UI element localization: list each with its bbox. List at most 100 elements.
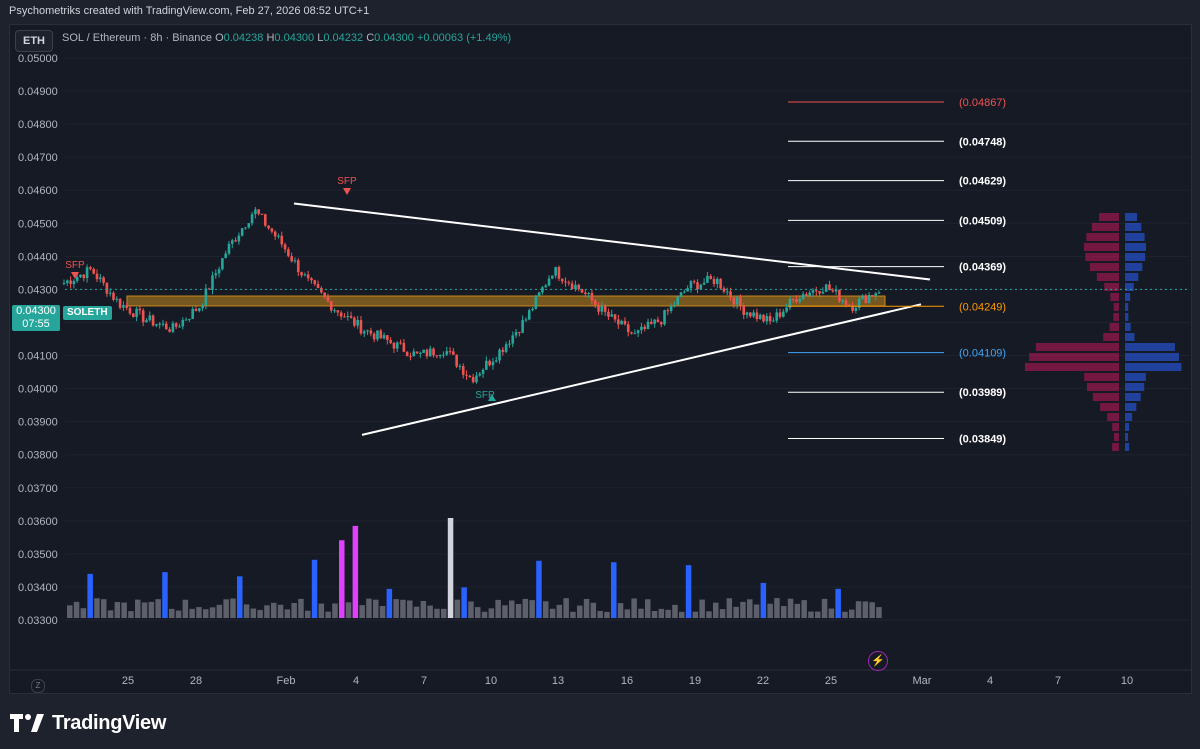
candle-body <box>376 330 379 340</box>
candle-body <box>141 310 145 323</box>
volume-bar <box>257 609 263 618</box>
fib-level-label: (0.04867) <box>959 97 1006 109</box>
volume-bar <box>753 604 760 618</box>
candle-body <box>65 280 69 283</box>
candle-body <box>650 321 653 324</box>
candle-body <box>772 320 775 322</box>
candle-body <box>118 298 122 308</box>
candle-body <box>108 292 112 294</box>
candle-body <box>749 312 752 317</box>
candle-body <box>122 305 125 308</box>
volume-bar <box>617 603 624 618</box>
candle-body <box>79 274 82 278</box>
candle-body <box>217 269 221 274</box>
candle-body <box>405 351 409 357</box>
triangle-lower-line <box>361 303 922 436</box>
candle-body <box>155 324 158 326</box>
candle-body <box>745 312 749 315</box>
candle-body <box>481 369 485 374</box>
lightning-icon[interactable]: ⚡ <box>868 651 888 671</box>
volume-bar <box>413 606 420 618</box>
volume-bar <box>223 599 229 618</box>
volume-profile-bar <box>1125 393 1141 401</box>
chart-panel[interactable]: 0.05000 0.04900 0.04800 0.04700 0.04600 0.045… <box>9 24 1192 694</box>
volume-bar <box>447 518 454 618</box>
candle-body <box>590 292 594 301</box>
volume-bar <box>386 588 393 618</box>
candle-body <box>782 311 785 317</box>
volume-profile-bar <box>1084 373 1119 381</box>
legend-open: 0.04238 <box>223 32 264 44</box>
candle-body <box>877 292 881 294</box>
volume-bar <box>80 608 87 618</box>
candle-body <box>692 281 696 283</box>
candle-body <box>89 267 92 269</box>
candle-body <box>699 284 703 290</box>
volume-bar <box>420 600 427 618</box>
candle-body <box>240 228 244 236</box>
candle-body <box>630 332 633 334</box>
candle-body <box>636 330 640 334</box>
candle-body <box>551 275 554 279</box>
candle-body <box>663 310 666 325</box>
candle-body <box>191 308 194 319</box>
y-tick-label: 0.04000 <box>18 384 58 396</box>
candle-body <box>207 288 211 290</box>
candlestick-chart[interactable]: 0.05000 0.04900 0.04800 0.04700 0.04600 0.045… <box>10 25 1192 694</box>
fib-level-label: (0.04369) <box>959 262 1006 274</box>
candle-body <box>518 332 521 334</box>
volume-bar <box>169 608 175 618</box>
candle-body <box>527 310 531 320</box>
x-tick-label: Feb <box>277 675 296 687</box>
brand-name: TradingView <box>52 711 167 734</box>
candle-body <box>838 289 841 302</box>
volume-bar <box>468 601 474 618</box>
y-tick-label: 0.04100 <box>18 351 58 363</box>
volume-profile-bar <box>1109 323 1119 331</box>
volume-bar <box>101 599 107 618</box>
timezone-button[interactable]: Z <box>31 679 45 693</box>
candle-body <box>673 304 676 306</box>
y-tick-label: 0.04800 <box>18 119 58 131</box>
y-tick-label: 0.04600 <box>18 185 58 197</box>
volume-bar <box>658 608 665 618</box>
candle-body <box>613 314 617 320</box>
candle-body <box>221 258 224 270</box>
candle-body <box>359 320 363 334</box>
candle-body <box>821 291 825 294</box>
candle-body <box>303 274 307 276</box>
volume-bar <box>135 599 141 618</box>
candle-body <box>115 298 119 300</box>
volume-bar <box>638 608 644 618</box>
candle-body <box>676 296 680 305</box>
symbol-button[interactable]: ETH <box>15 30 53 52</box>
volume-bar <box>583 599 590 618</box>
y-tick-label: 0.03300 <box>18 615 58 627</box>
fib-level-label: (0.04629) <box>959 176 1006 188</box>
candle-body <box>861 295 864 299</box>
candle-body <box>485 360 488 370</box>
volume-profile-bar <box>1029 353 1119 361</box>
volume-profile-bar <box>1125 323 1131 331</box>
candle-body <box>798 299 802 302</box>
candle-body <box>725 291 729 293</box>
candle-body <box>161 323 165 325</box>
candle-body <box>805 294 808 296</box>
candle-body <box>257 209 260 214</box>
candle-body <box>541 287 544 293</box>
candle-body <box>98 277 102 280</box>
volume-bar <box>781 606 787 618</box>
volume-bar <box>760 582 767 618</box>
candle-body <box>369 330 373 334</box>
candle-body <box>729 291 732 298</box>
candle-body <box>752 312 755 317</box>
volume-bar <box>706 611 712 618</box>
candle-body <box>211 275 214 290</box>
candle-body <box>465 374 468 376</box>
candle-body <box>300 272 303 276</box>
candle-body <box>184 319 188 321</box>
candle-body <box>419 352 422 354</box>
volume-bar <box>196 607 202 618</box>
volume-bar <box>570 611 576 618</box>
y-tick-label: 0.03700 <box>18 483 58 495</box>
